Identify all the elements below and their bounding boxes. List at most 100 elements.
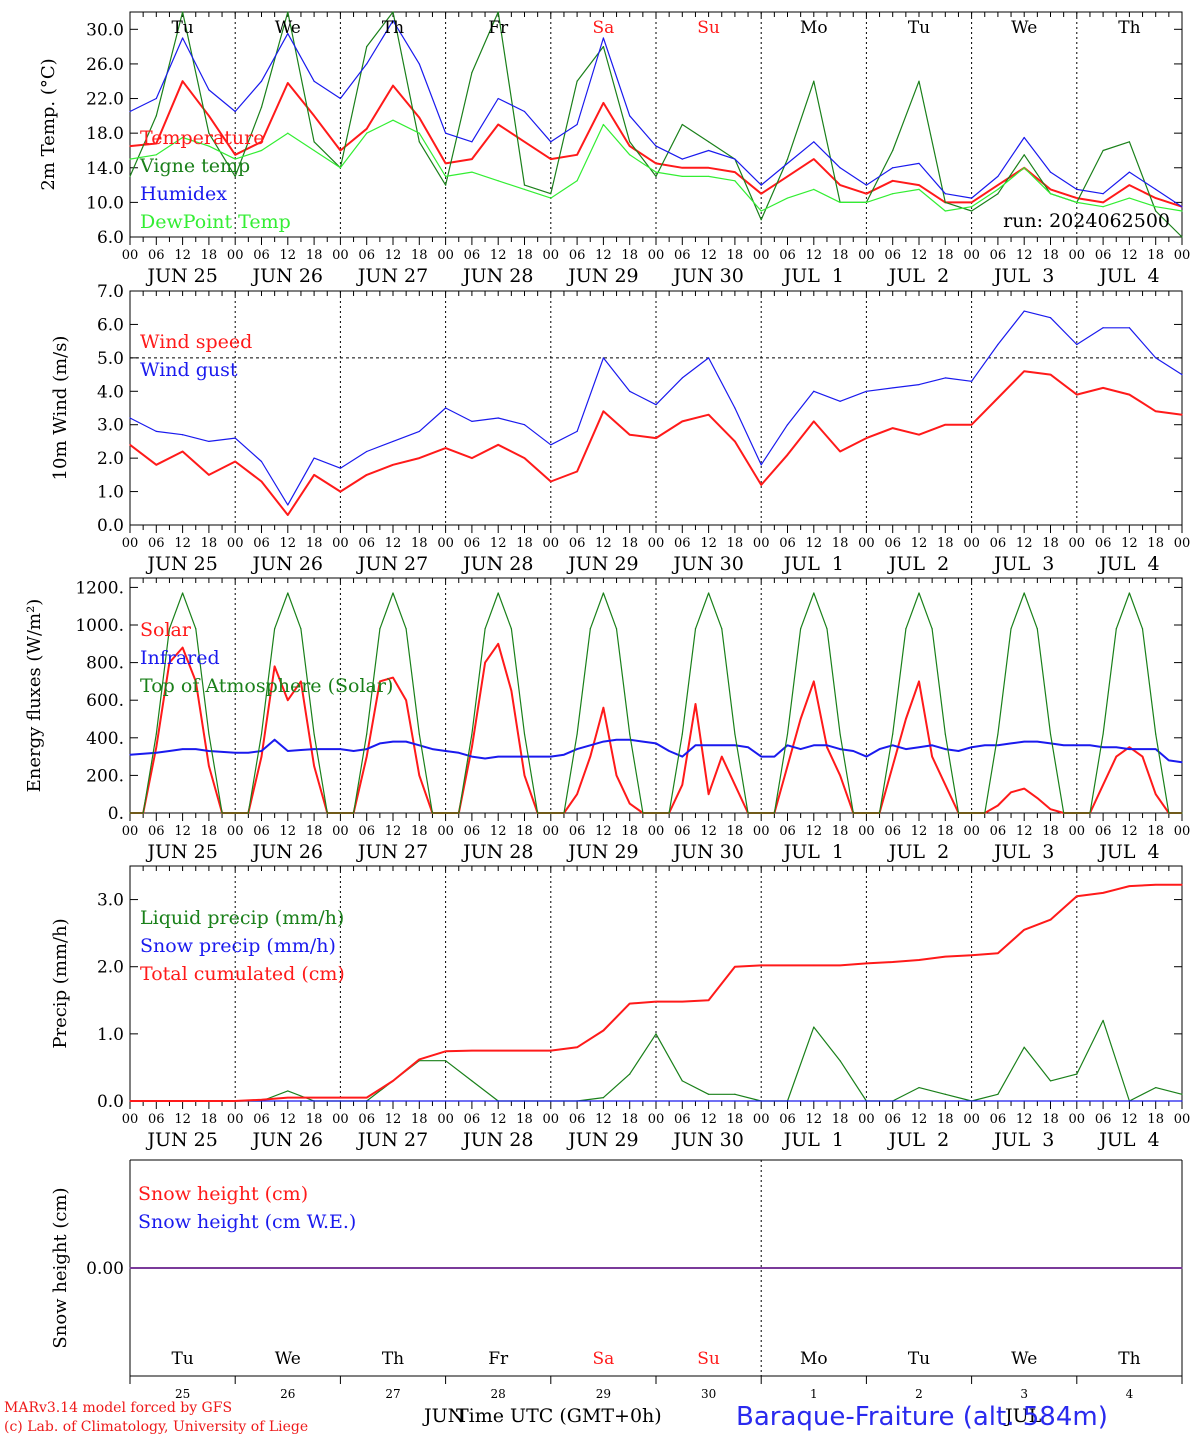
data-point — [195, 680, 197, 683]
data-point — [1036, 797, 1038, 799]
x-tick-label: 06 — [779, 248, 796, 263]
data-point — [997, 397, 999, 399]
data-point — [392, 440, 394, 443]
data-point — [260, 750, 263, 752]
data-point — [971, 197, 973, 199]
x-tick-label: 06 — [1095, 1112, 1112, 1127]
data-point — [392, 592, 394, 594]
data-point — [471, 141, 473, 143]
data-point — [971, 206, 973, 208]
data-point — [563, 812, 565, 814]
x-tick-label: 18 — [1147, 536, 1164, 551]
data-point — [445, 184, 447, 186]
data-point — [366, 46, 368, 48]
data-point — [510, 756, 512, 758]
data-point — [1181, 1267, 1183, 1269]
data-point — [287, 33, 289, 35]
date-label: JUL 3 — [992, 265, 1054, 287]
data-point — [208, 132, 210, 134]
data-point — [629, 145, 631, 147]
date-label: JUL 1 — [782, 553, 844, 575]
data-point — [1155, 210, 1157, 212]
data-point — [918, 746, 920, 748]
x-tick-label: 12 — [595, 248, 612, 263]
data-point — [313, 765, 315, 767]
data-point — [339, 490, 341, 493]
x-tick-label: 18 — [621, 824, 638, 839]
data-point — [234, 154, 236, 156]
time-axis-label: Time UTC (GMT+0h) — [456, 1405, 662, 1427]
x-tick-label: 00 — [1069, 824, 1086, 839]
data-point — [550, 197, 552, 199]
data-point — [1102, 327, 1104, 329]
x-tick-label: 06 — [569, 824, 586, 839]
data-point — [1128, 1100, 1130, 1102]
data-point — [142, 812, 144, 814]
x-tick-label: 12 — [174, 248, 191, 263]
data-point — [366, 474, 368, 476]
x-tick-label: 18 — [201, 824, 218, 839]
data-point — [773, 756, 775, 758]
x-tick-label: 12 — [911, 1112, 928, 1127]
x-tick-label: 00 — [963, 248, 980, 263]
data-point — [615, 739, 618, 741]
data-point — [550, 141, 552, 143]
data-point — [971, 1100, 973, 1102]
date-label: JUN 27 — [356, 841, 428, 863]
data-point — [1010, 628, 1012, 630]
data-point — [260, 80, 263, 82]
data-point — [523, 1100, 526, 1102]
data-point — [602, 1097, 605, 1099]
date-label: JUN 27 — [356, 553, 428, 575]
data-point — [445, 1060, 447, 1062]
data-point — [195, 628, 197, 630]
data-point — [497, 756, 499, 758]
data-point — [1181, 373, 1183, 376]
data-point — [918, 592, 920, 594]
data-point — [892, 961, 894, 963]
data-point — [997, 733, 999, 735]
data-point — [839, 733, 841, 735]
data-point — [918, 680, 920, 683]
data-point — [1023, 1046, 1025, 1048]
x-tick-label: 06 — [990, 248, 1007, 263]
x-tick-label: 18 — [937, 248, 954, 263]
data-point — [721, 628, 723, 630]
data-point — [339, 812, 341, 814]
x-tick-label: 12 — [1121, 248, 1138, 263]
data-point — [1181, 1100, 1183, 1102]
data-point — [944, 1093, 946, 1095]
data-point — [997, 175, 999, 178]
data-point — [589, 744, 591, 746]
data-point — [721, 756, 723, 758]
data-point — [1128, 171, 1130, 173]
x-tick-label: 18 — [201, 248, 218, 263]
x-tick-label: 12 — [806, 1112, 823, 1127]
x-tick-label: 12 — [806, 824, 823, 839]
data-point — [957, 812, 960, 814]
data-point — [1049, 373, 1052, 376]
date-label: JUN 28 — [461, 265, 533, 287]
x-tick-label: 00 — [963, 536, 980, 551]
data-point — [431, 748, 434, 750]
data-point — [155, 97, 157, 100]
y-tick-label: 10.0 — [86, 193, 124, 213]
data-point — [734, 744, 736, 746]
data-point — [681, 1001, 683, 1003]
data-point — [339, 149, 341, 152]
data-point — [602, 707, 605, 709]
data-point — [865, 756, 868, 758]
data-point — [366, 63, 368, 65]
data-point — [760, 1100, 762, 1102]
data-point — [971, 954, 973, 956]
data-point — [1023, 154, 1025, 156]
data-point — [786, 733, 789, 735]
x-tick-label: 12 — [700, 824, 717, 839]
data-point — [734, 171, 736, 173]
x-tick-label: 12 — [700, 248, 717, 263]
data-point — [655, 1033, 657, 1035]
data-point — [563, 754, 565, 756]
data-point — [1128, 394, 1130, 396]
data-point — [918, 434, 920, 436]
data-point — [931, 744, 933, 746]
